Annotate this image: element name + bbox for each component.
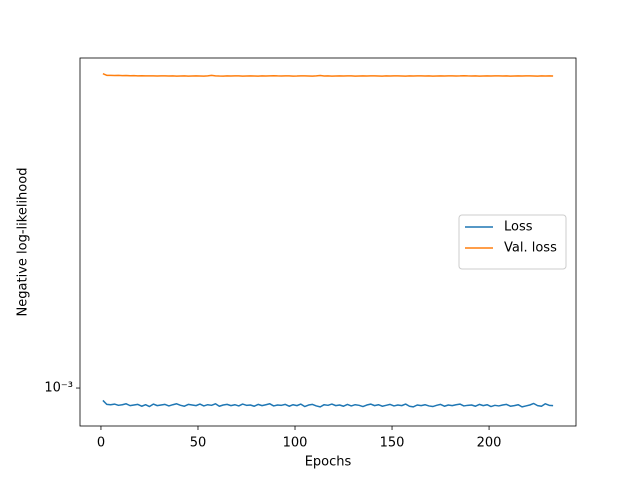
legend-label: Loss xyxy=(504,220,533,235)
x-tick-label: 0 xyxy=(97,436,105,451)
line-series xyxy=(102,399,554,408)
x-tick-label: 200 xyxy=(477,436,502,451)
plot-frame xyxy=(79,57,577,427)
y-axis-label: Negative log-likelihood xyxy=(16,168,31,317)
legend-box xyxy=(458,214,567,270)
line-series xyxy=(102,72,554,77)
y-tick-label: 10⁻³ xyxy=(44,381,73,396)
x-tick-label: 150 xyxy=(380,436,405,451)
x-tick-label: 50 xyxy=(190,436,207,451)
x-axis-label: Epochs xyxy=(305,455,352,470)
legend-label: Val. loss xyxy=(504,241,557,256)
x-tick-label: 100 xyxy=(283,436,308,451)
